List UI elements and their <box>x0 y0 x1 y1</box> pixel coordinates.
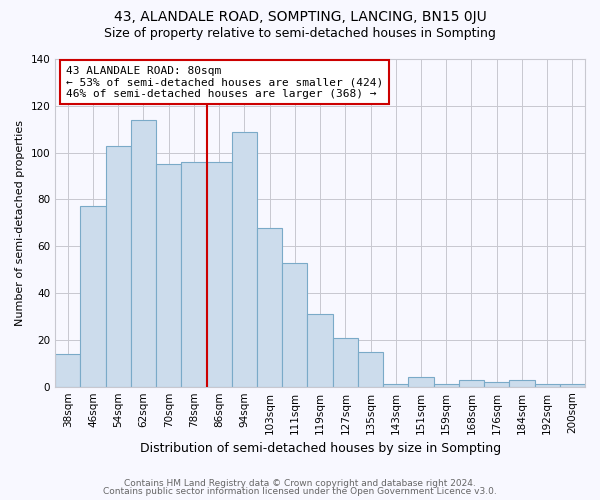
Bar <box>156 164 181 386</box>
Bar <box>509 380 535 386</box>
Bar <box>560 384 585 386</box>
Bar <box>358 352 383 386</box>
Text: 43 ALANDALE ROAD: 80sqm
← 53% of semi-detached houses are smaller (424)
46% of s: 43 ALANDALE ROAD: 80sqm ← 53% of semi-de… <box>66 66 383 99</box>
Bar <box>106 146 131 386</box>
Bar <box>535 384 560 386</box>
Text: Size of property relative to semi-detached houses in Sompting: Size of property relative to semi-detach… <box>104 28 496 40</box>
Bar <box>409 378 434 386</box>
Bar <box>257 228 282 386</box>
Bar <box>332 338 358 386</box>
X-axis label: Distribution of semi-detached houses by size in Sompting: Distribution of semi-detached houses by … <box>140 442 500 455</box>
Text: Contains HM Land Registry data © Crown copyright and database right 2024.: Contains HM Land Registry data © Crown c… <box>124 478 476 488</box>
Bar <box>434 384 459 386</box>
Y-axis label: Number of semi-detached properties: Number of semi-detached properties <box>15 120 25 326</box>
Bar <box>80 206 106 386</box>
Bar <box>282 262 307 386</box>
Bar <box>484 382 509 386</box>
Bar <box>232 132 257 386</box>
Bar <box>131 120 156 386</box>
Bar <box>181 162 206 386</box>
Bar <box>206 162 232 386</box>
Text: 43, ALANDALE ROAD, SOMPTING, LANCING, BN15 0JU: 43, ALANDALE ROAD, SOMPTING, LANCING, BN… <box>113 10 487 24</box>
Bar <box>459 380 484 386</box>
Bar <box>383 384 409 386</box>
Bar <box>307 314 332 386</box>
Text: Contains public sector information licensed under the Open Government Licence v3: Contains public sector information licen… <box>103 487 497 496</box>
Bar <box>55 354 80 386</box>
